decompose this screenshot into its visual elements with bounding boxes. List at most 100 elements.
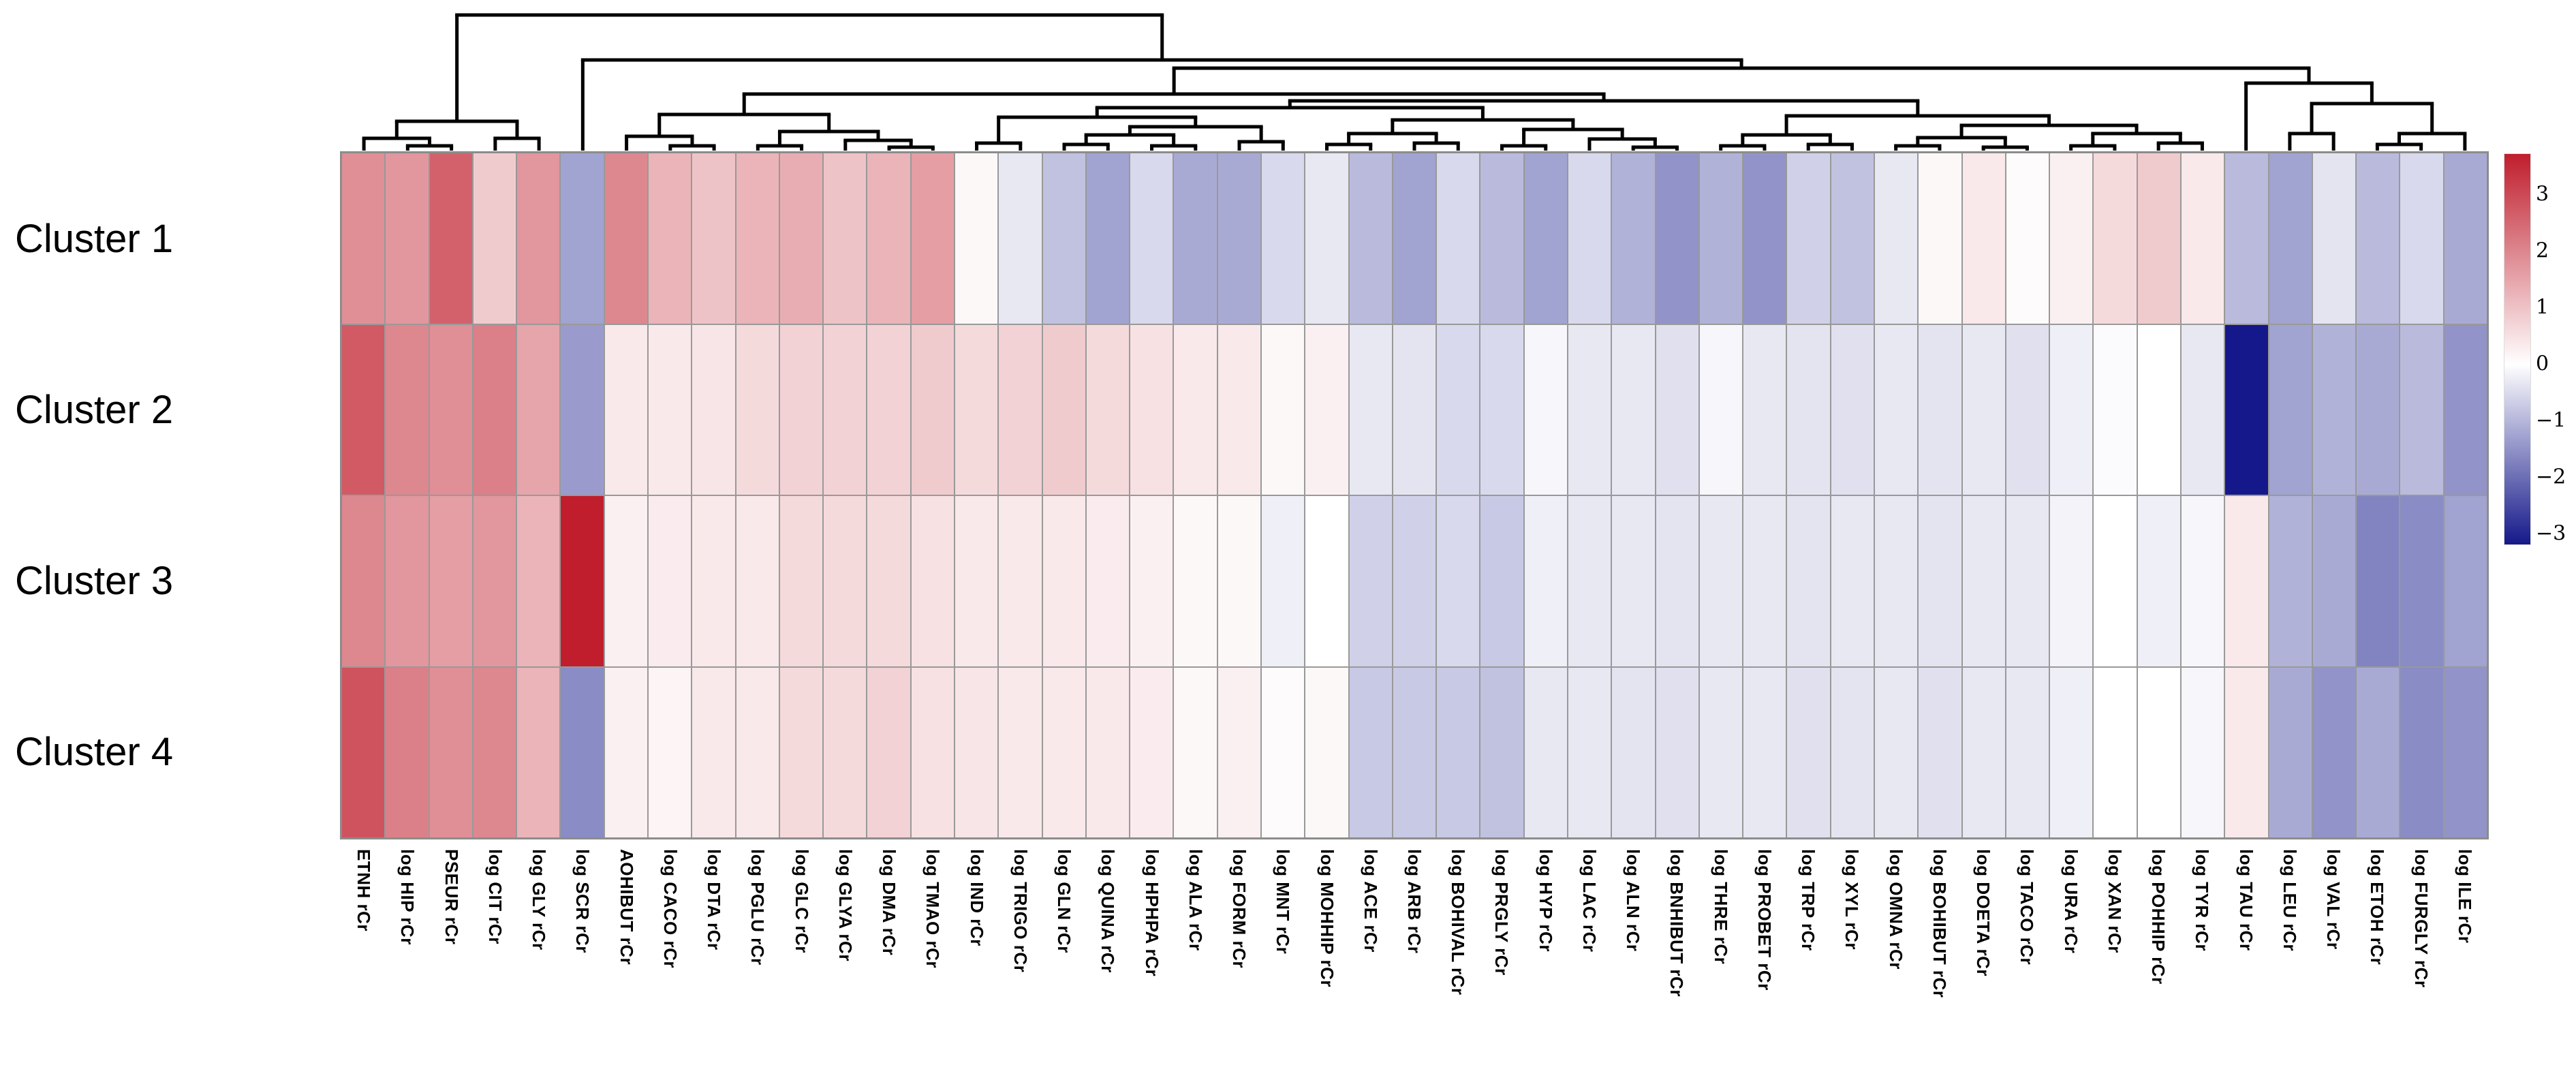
row-label: Cluster 1 — [15, 216, 174, 261]
column-label: log BNHIBUT rCr — [1666, 849, 1688, 997]
heatmap-cell — [1305, 496, 1348, 666]
heatmap-cell — [517, 324, 560, 495]
heatmap-cell — [867, 153, 910, 324]
heatmap-cell — [1261, 153, 1305, 324]
heatmap-cell — [342, 153, 385, 324]
heatmap-cell — [342, 324, 385, 495]
heatmap-cell — [2181, 496, 2224, 666]
heatmap-cell — [2094, 324, 2137, 495]
column-label: log ETOH rCr — [2367, 849, 2388, 966]
heatmap-cell — [2006, 667, 2049, 837]
heatmap-cell — [1612, 324, 1655, 495]
column-label: log TMAO rCr — [922, 849, 944, 968]
heatmap-cell — [1568, 153, 1611, 324]
heatmap-cell — [1962, 153, 2005, 324]
heatmap-cell — [1086, 153, 1130, 324]
heatmap-cell — [1787, 153, 1830, 324]
heatmap-cell — [2094, 667, 2137, 837]
heatmap-cell — [2357, 153, 2400, 324]
colorbar — [2504, 153, 2531, 545]
heatmap-cell — [1174, 324, 1217, 495]
column-label: log OMNA rCr — [1885, 849, 1906, 970]
heatmap-cell — [736, 667, 779, 837]
heatmap-cell — [1743, 496, 1786, 666]
heatmap-cell — [1437, 153, 1480, 324]
heatmap-cell — [2006, 153, 2049, 324]
heatmap-cell — [1480, 496, 1523, 666]
column-label: log DMA rCr — [879, 849, 900, 956]
heatmap-cell — [1305, 324, 1348, 495]
heatmap-cell — [2312, 496, 2356, 666]
colorbar-tick-label: 0 — [2536, 352, 2549, 376]
heatmap-cell — [867, 667, 910, 837]
column-label: log GLN rCr — [1054, 849, 1075, 953]
heatmap-cell — [1612, 667, 1655, 837]
heatmap-cell — [692, 324, 735, 495]
heatmap-cell — [736, 496, 779, 666]
heatmap-cell — [386, 496, 429, 666]
heatmap-cell — [779, 496, 823, 666]
heatmap-cell — [1743, 324, 1786, 495]
heatmap-cell — [1174, 667, 1217, 837]
heatmap-cell — [1743, 153, 1786, 324]
heatmap-cell — [1919, 496, 1961, 666]
heatmap-cell — [1568, 324, 1611, 495]
heatmap-cell — [2094, 496, 2137, 666]
heatmap-cell — [1349, 324, 1392, 495]
heatmap-cell — [692, 153, 735, 324]
heatmap-cell — [1524, 153, 1567, 324]
heatmap-cell — [429, 153, 472, 324]
heatmap-cell — [1393, 496, 1436, 666]
heatmap-cell — [2444, 667, 2487, 837]
heatmap-cell — [1480, 153, 1523, 324]
heatmap-cell — [2400, 667, 2443, 837]
heatmap-cell — [2357, 496, 2400, 666]
heatmap-cell — [2269, 496, 2312, 666]
heatmap-cell — [999, 496, 1042, 666]
heatmap-cell — [1699, 324, 1743, 495]
column-label: log ALN rCr — [1623, 849, 1644, 952]
heatmap-cell — [955, 496, 998, 666]
heatmap-cell — [779, 153, 823, 324]
heatmap-cell — [824, 153, 867, 324]
heatmap-cell — [2181, 153, 2224, 324]
column-label: log HPHPA rCr — [1141, 849, 1162, 977]
heatmap-cell — [1656, 324, 1698, 495]
heatmap-cell — [386, 324, 429, 495]
heatmap-cell — [2225, 496, 2268, 666]
colorbar-tick-label: −3 — [2536, 521, 2566, 546]
heatmap-cell — [1349, 153, 1392, 324]
heatmap-cell — [911, 667, 954, 837]
column-label: AOHIBUT rCr — [616, 849, 637, 966]
heatmap-cell — [1393, 324, 1436, 495]
heatmap-cell — [1042, 153, 1085, 324]
column-label: log ARB rCr — [1404, 849, 1425, 954]
heatmap-cell — [648, 153, 692, 324]
column-label: log LAC rCr — [1579, 849, 1600, 953]
heatmap-cell — [867, 496, 910, 666]
heatmap-cell — [1130, 496, 1173, 666]
heatmap-cell — [1874, 324, 1918, 495]
column-label: log LEU rCr — [2279, 849, 2300, 951]
row-label: Cluster 2 — [15, 387, 174, 432]
heatmap-cell — [2444, 496, 2487, 666]
heatmap-cell — [955, 667, 998, 837]
heatmap-cell — [2444, 324, 2487, 495]
heatmap-cell — [648, 324, 692, 495]
heatmap-cell — [386, 153, 429, 324]
heatmap-cell — [1524, 667, 1567, 837]
column-label: log CACO rCr — [659, 849, 681, 968]
heatmap-cell — [1437, 667, 1480, 837]
heatmap-cell — [955, 324, 998, 495]
heatmap-cell — [2357, 324, 2400, 495]
heatmap-cell — [2269, 324, 2312, 495]
column-label: log ILE rCr — [2454, 849, 2475, 944]
heatmap-cell — [473, 153, 516, 324]
heatmap-cell — [2312, 324, 2356, 495]
heatmap-cell — [2225, 153, 2268, 324]
column-label: PSEUR rCr — [441, 849, 462, 945]
heatmap-cell — [517, 667, 560, 837]
column-label: log ACE rCr — [1360, 849, 1381, 953]
heatmap-cell — [911, 153, 954, 324]
heatmap-cell — [999, 667, 1042, 837]
